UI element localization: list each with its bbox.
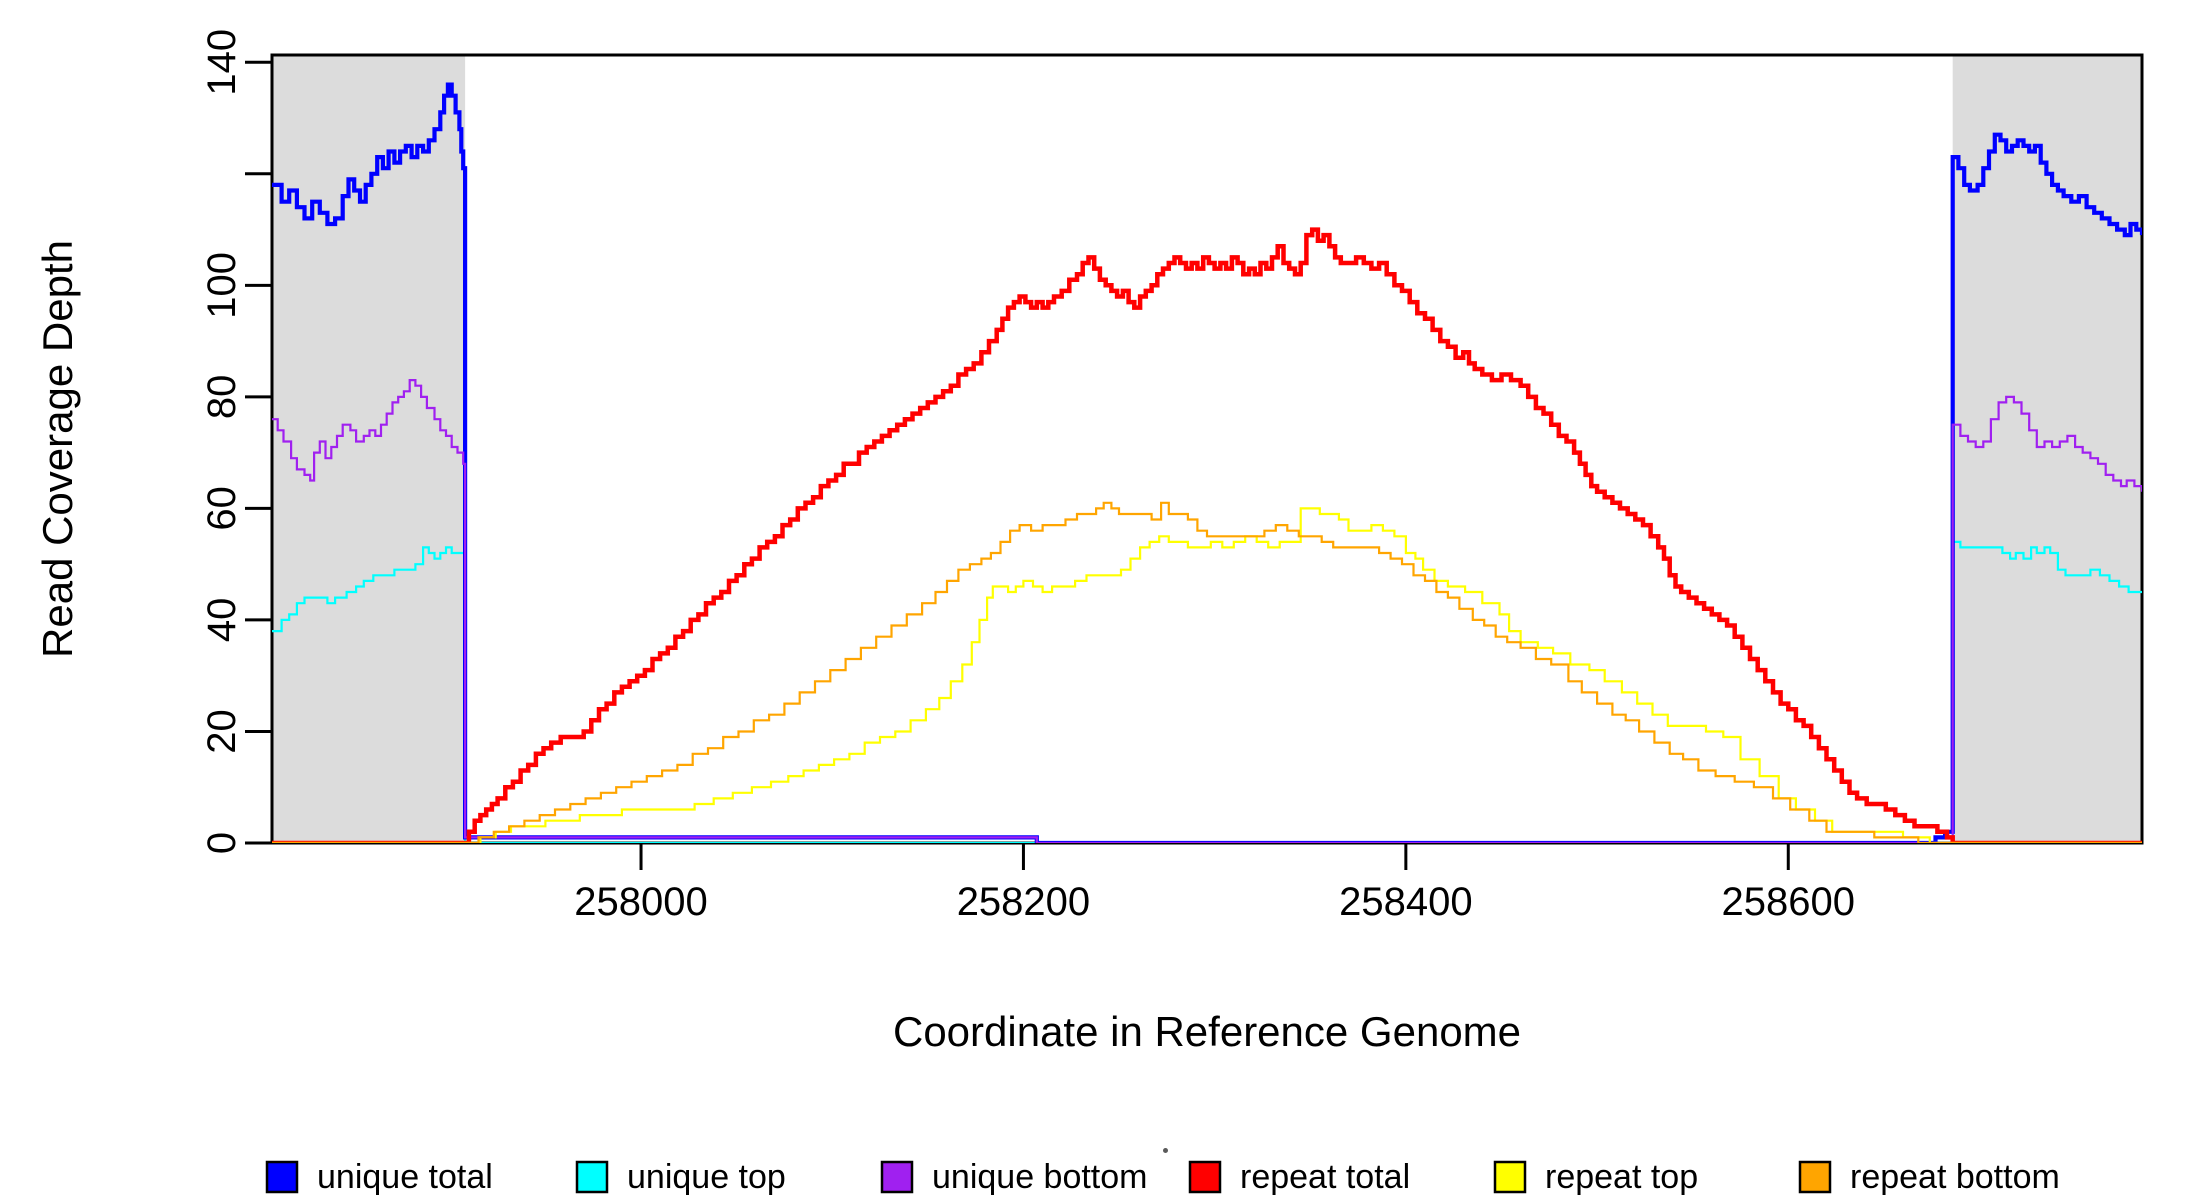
legend-swatch-repeat-total	[1188, 1160, 1222, 1194]
x-tick-label: 258000	[574, 880, 707, 924]
legend-item-repeat-bottom: repeat bottom	[1798, 1158, 2060, 1196]
legend-label: repeat bottom	[1850, 1158, 2060, 1196]
legend-item-unique-top: unique top	[575, 1158, 786, 1196]
legend-item-repeat-total: repeat total	[1188, 1158, 1410, 1196]
legend-label: repeat top	[1545, 1158, 1698, 1196]
legend-label: unique bottom	[932, 1158, 1148, 1196]
legend-swatch-unique-total	[265, 1160, 299, 1194]
y-tick-label: 100	[200, 252, 244, 319]
y-tick-label: 20	[200, 709, 244, 754]
y-axis-title: Read Coverage Depth	[34, 240, 81, 658]
y-tick-label: 140	[200, 29, 244, 96]
x-tick-label: 258400	[1339, 880, 1472, 924]
speck-artifact	[1163, 1148, 1168, 1153]
series-line-unique-total	[272, 82, 2142, 843]
legend-item-repeat-top: repeat top	[1493, 1158, 1698, 1196]
legend-swatch-repeat-bottom	[1798, 1160, 1832, 1194]
legend-label: repeat total	[1240, 1158, 1410, 1196]
series-line-repeat-top	[272, 507, 2142, 843]
x-axis-title: Coordinate in Reference Genome	[892, 1008, 1522, 1055]
plot-box	[270, 53, 2144, 845]
legend-label: unique total	[317, 1158, 493, 1196]
y-tick-label: 60	[200, 486, 244, 531]
series-line-repeat-total	[272, 227, 2142, 843]
x-tick-label: 258600	[1722, 880, 1855, 924]
legend-label: unique top	[627, 1158, 786, 1196]
series-line-unique-bottom	[272, 379, 2142, 843]
legend-swatch-unique-top	[575, 1160, 609, 1194]
y-tick-label: 40	[200, 598, 244, 643]
y-tick-label: 80	[200, 375, 244, 420]
shaded-region-0	[272, 55, 466, 843]
x-tick-label: 258200	[957, 880, 1090, 924]
legend-swatch-repeat-top	[1493, 1160, 1527, 1194]
series-line-repeat-bottom	[272, 501, 2142, 843]
legend-item-unique-total: unique total	[265, 1158, 493, 1196]
legend-item-unique-bottom: unique bottom	[880, 1158, 1148, 1196]
y-tick-label: 0	[200, 832, 244, 854]
legend-swatch-unique-bottom	[880, 1160, 914, 1194]
